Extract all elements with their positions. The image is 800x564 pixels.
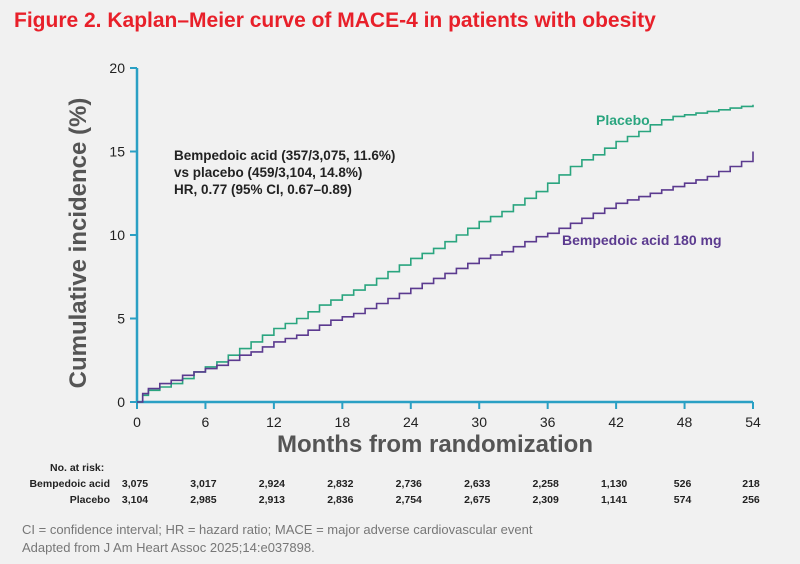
risk-cell: 1,141 [600, 494, 628, 506]
y-tick-label: 20 [109, 60, 125, 76]
hr-annotation-line: HR, 0.77 (95% CI, 0.67–0.89) [174, 182, 352, 197]
bempedoic-curve [137, 151, 754, 403]
risk-cell: 2,913 [258, 494, 286, 506]
km-chart: 0 5 10 15 20 0 6 12 18 24 30 36 42 48 54 Months from ra… [65, 60, 761, 458]
risk-cell: 3,075 [121, 478, 149, 490]
x-tick-label: 54 [745, 414, 761, 430]
y-tick-label: 5 [117, 311, 125, 327]
footnote: CI = confidence interval; HR = hazard ra… [22, 521, 533, 557]
y-tick-label: 10 [109, 227, 125, 243]
risk-cell: 1,130 [600, 478, 628, 490]
y-tick-label: 0 [117, 394, 125, 410]
x-tick-label: 42 [608, 414, 624, 430]
x-tick-label: 12 [266, 414, 282, 430]
x-tick-label: 36 [540, 414, 556, 430]
y-axis-title: Cumulative incidence (%) [65, 98, 92, 389]
risk-row-label: Placebo [69, 494, 110, 506]
risk-cell: 2,309 [532, 494, 559, 506]
x-axis-title: Months from randomization [277, 431, 593, 458]
y-tick-label: 15 [109, 144, 125, 160]
risk-cell: 2,754 [395, 494, 422, 506]
x-tick-label: 24 [403, 414, 419, 430]
axes: 0 5 10 15 20 0 6 12 18 24 30 36 42 48 54 Months from ra… [65, 60, 761, 458]
risk-cell: 2,633 [464, 478, 491, 490]
km-curves [137, 104, 754, 403]
risk-cell: 2,736 [395, 478, 422, 490]
x-tick-label: 30 [471, 414, 487, 430]
placebo-label: Placebo [596, 112, 650, 128]
risk-cell: 2,675 [464, 494, 491, 506]
x-tick-label: 6 [202, 414, 210, 430]
risk-cell: 2,924 [258, 478, 286, 490]
risk-cell: 2,836 [327, 494, 354, 506]
risk-cell: 3,104 [121, 494, 149, 506]
risk-cell: 2,985 [190, 494, 217, 506]
risk-cell: 526 [673, 478, 692, 490]
risk-cell: 574 [673, 494, 692, 506]
risk-cell: 218 [742, 478, 760, 490]
hr-annotation-line: vs placebo (459/3,104, 14.8%) [174, 165, 362, 180]
annotations: Placebo Bempedoic acid 180 mg Bempedoic ac… [174, 112, 722, 248]
risk-row-label: Bempedoic acid [29, 478, 110, 490]
bempedoic-label: Bempedoic acid 180 mg [562, 232, 722, 248]
risk-cell: 3,017 [190, 478, 217, 490]
figure-title: Figure 2. Kaplan–Meier curve of MACE-4 i… [14, 9, 656, 32]
x-tick-label: 0 [133, 414, 141, 430]
x-tick-label: 48 [677, 414, 693, 430]
risk-cell: 2,258 [532, 478, 559, 490]
risk-cell: 256 [742, 494, 760, 506]
placebo-curve [137, 104, 754, 403]
x-tick-label: 18 [335, 414, 351, 430]
footnote-line-source: Adapted from J Am Heart Assoc 2025;14:e0… [22, 540, 315, 555]
hr-annotation-line: Bempedoic acid (357/3,075, 11.6%) [174, 148, 395, 163]
footnote-line-abbrev: CI = confidence interval; HR = hazard ra… [22, 522, 533, 537]
risk-cell: 2,832 [327, 478, 354, 490]
